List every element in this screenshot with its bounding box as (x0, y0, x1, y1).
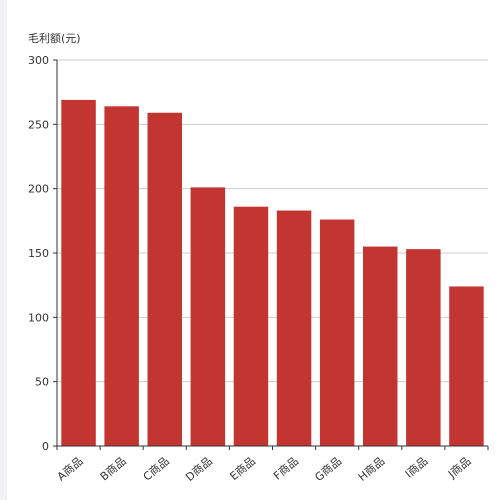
y-tick-label: 150 (28, 247, 49, 260)
x-tick-label: F商品 (270, 454, 301, 483)
x-tick-label: B商品 (97, 454, 129, 484)
bar-G商品 (319, 219, 355, 446)
bar-C商品 (147, 112, 182, 447)
bars (61, 99, 484, 447)
bar-I商品 (406, 249, 441, 446)
x-tick-labels: A商品 B商品 C商品 D商品 E商品 F商品 G商品 H商品 I商品 J商品 (54, 446, 489, 484)
bar-E商品 (233, 206, 269, 446)
bar-A商品 (61, 99, 96, 447)
y-tick-label: 200 (28, 183, 49, 196)
bar-F商品 (276, 210, 312, 446)
y-tick-label: 100 (28, 311, 49, 324)
x-tick-label: G商品 (312, 454, 344, 484)
y-tick-label: 300 (28, 54, 49, 67)
y-tick-label: 0 (42, 440, 49, 453)
x-tick-label: I商品 (402, 454, 430, 481)
x-tick-label: J商品 (444, 454, 473, 482)
bar-J商品 (449, 286, 484, 446)
x-tick-label: H商品 (355, 454, 387, 484)
x-tick-label: E商品 (227, 454, 258, 483)
y-tick-label: 50 (35, 376, 49, 389)
y-tick-labels: 0 50 100 150 200 250 300 (28, 54, 57, 453)
y-axis-label: 毛利额(元) (28, 32, 81, 45)
x-tick-label: C商品 (140, 454, 172, 484)
x-tick-label: A商品 (54, 454, 86, 484)
bar-H商品 (363, 246, 398, 446)
x-tick-label: D商品 (183, 454, 215, 484)
side-strip (0, 0, 7, 500)
y-tick-label: 250 (28, 118, 49, 131)
bar-B商品 (104, 106, 139, 446)
bar-D商品 (190, 187, 226, 446)
